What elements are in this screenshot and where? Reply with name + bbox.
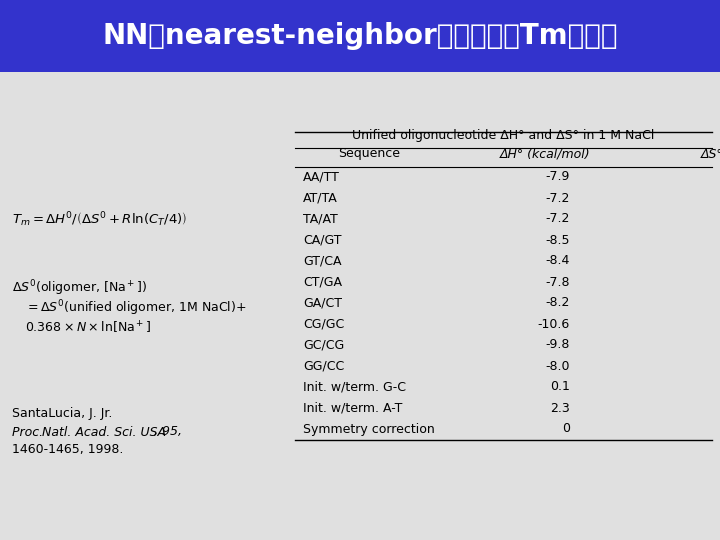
Text: 1460-1465, 1998.: 1460-1465, 1998. [12, 443, 123, 456]
Text: Symmetry correction: Symmetry correction [303, 422, 435, 435]
Text: CT/GA: CT/GA [303, 275, 342, 288]
Text: Unified oligonucleotide ΔH° and ΔS° in 1 M NaCl: Unified oligonucleotide ΔH° and ΔS° in 1… [352, 129, 654, 141]
Text: Proc.: Proc. [12, 426, 47, 438]
Text: GC/CG: GC/CG [303, 339, 344, 352]
Text: Sequence: Sequence [338, 147, 400, 160]
Text: CA/GT: CA/GT [303, 233, 341, 246]
Text: Init. w/term. A-T: Init. w/term. A-T [303, 402, 402, 415]
Text: $T_m = \Delta H^0 / \left(\Delta S^0 + R\ln(C_T / 4)\right)$: $T_m = \Delta H^0 / \left(\Delta S^0 + R… [12, 211, 187, 229]
Text: ΔH° (kcal/mol): ΔH° (kcal/mol) [500, 147, 590, 160]
Bar [0, 0, 720, 72]
Text: -7.8: -7.8 [546, 275, 570, 288]
Text: GA/CT: GA/CT [303, 296, 342, 309]
Text: -7.2: -7.2 [546, 213, 570, 226]
Text: $0.368 \times N \times \ln[\mathrm{Na}^+]$: $0.368 \times N \times \ln[\mathrm{Na}^+… [25, 320, 151, 336]
Text: -8.0: -8.0 [546, 360, 570, 373]
Text: SantaLucia, J. Jr.: SantaLucia, J. Jr. [12, 408, 112, 421]
Text: $= \Delta S^0$(unified oligomer, 1M NaCl)+: $= \Delta S^0$(unified oligomer, 1M NaCl… [25, 298, 246, 318]
Text: -9.8: -9.8 [546, 339, 570, 352]
Text: -8.4: -8.4 [546, 254, 570, 267]
Text: -8.5: -8.5 [546, 233, 570, 246]
Text: 0.1: 0.1 [550, 381, 570, 394]
Text: CG/GC: CG/GC [303, 318, 344, 330]
Text: Natl. Acad. Sci. USA: Natl. Acad. Sci. USA [42, 426, 166, 438]
Text: AT/TA: AT/TA [303, 192, 338, 205]
Text: -7.9: -7.9 [546, 171, 570, 184]
Bar [0, 72, 720, 540]
Text: Init. w/term. G-C: Init. w/term. G-C [303, 381, 406, 394]
Text: $\Delta S^0$(oligomer, [Na$^+$]): $\Delta S^0$(oligomer, [Na$^+$]) [12, 278, 147, 298]
Text: NN（nearest-neighbor）法によるTmの計算: NN（nearest-neighbor）法によるTmの計算 [102, 22, 618, 50]
Text: 2.3: 2.3 [550, 402, 570, 415]
Text: -10.6: -10.6 [538, 318, 570, 330]
Text: -7.2: -7.2 [546, 192, 570, 205]
Text: GT/CA: GT/CA [303, 254, 341, 267]
Text: AA/TT: AA/TT [303, 171, 340, 184]
Text: GG/CC: GG/CC [303, 360, 344, 373]
Text: , 95,: , 95, [154, 426, 182, 438]
Text: 0: 0 [562, 422, 570, 435]
Text: ΔS° (cal/K·mol): ΔS° (cal/K·mol) [701, 147, 720, 160]
Text: TA/AT: TA/AT [303, 213, 338, 226]
Text: -8.2: -8.2 [546, 296, 570, 309]
